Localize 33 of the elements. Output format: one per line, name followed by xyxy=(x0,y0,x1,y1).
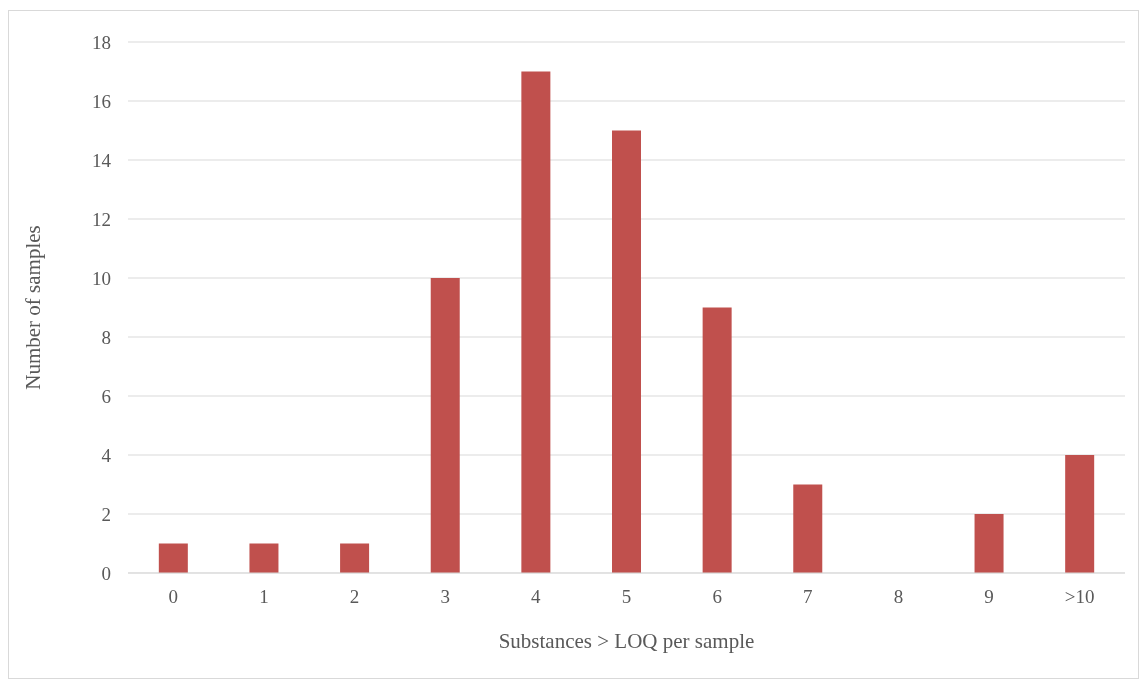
x-tick-label: 0 xyxy=(168,586,179,607)
y-tick-label: 14 xyxy=(92,149,112,171)
bar xyxy=(430,278,460,573)
x-tick-label: 1 xyxy=(259,586,269,607)
x-tick-label: 3 xyxy=(440,586,450,607)
bar xyxy=(249,543,279,573)
y-tick-label: 16 xyxy=(92,90,111,112)
bar xyxy=(793,484,823,573)
x-tick-label: 8 xyxy=(893,586,904,607)
x-tick-label: 7 xyxy=(803,586,813,607)
bar xyxy=(702,307,732,573)
y-tick-label: 12 xyxy=(92,208,111,230)
x-tick-label: 6 xyxy=(712,586,722,607)
bar xyxy=(340,543,370,573)
y-tick-label: 0 xyxy=(101,562,111,584)
y-tick-label: 18 xyxy=(92,31,111,53)
bar xyxy=(974,514,1004,573)
x-axis-title: Substances > LOQ per sample xyxy=(498,629,755,653)
y-tick-label: 8 xyxy=(101,326,111,348)
y-tick-label: 6 xyxy=(101,385,111,407)
x-tick-label: 2 xyxy=(349,586,360,607)
y-tick-label: 10 xyxy=(92,267,111,289)
y-tick-label: 2 xyxy=(101,503,111,525)
bar xyxy=(521,71,551,573)
x-tick-label: 5 xyxy=(621,586,632,607)
x-tick-label: >10 xyxy=(1064,586,1095,607)
bar xyxy=(612,130,641,573)
bar xyxy=(1065,455,1095,573)
x-tick-label: 9 xyxy=(984,586,994,607)
y-tick-label: 4 xyxy=(101,444,112,466)
x-tick-label: 4 xyxy=(531,586,542,607)
bar xyxy=(158,543,188,573)
y-axis-title: Number of samples xyxy=(21,225,45,390)
